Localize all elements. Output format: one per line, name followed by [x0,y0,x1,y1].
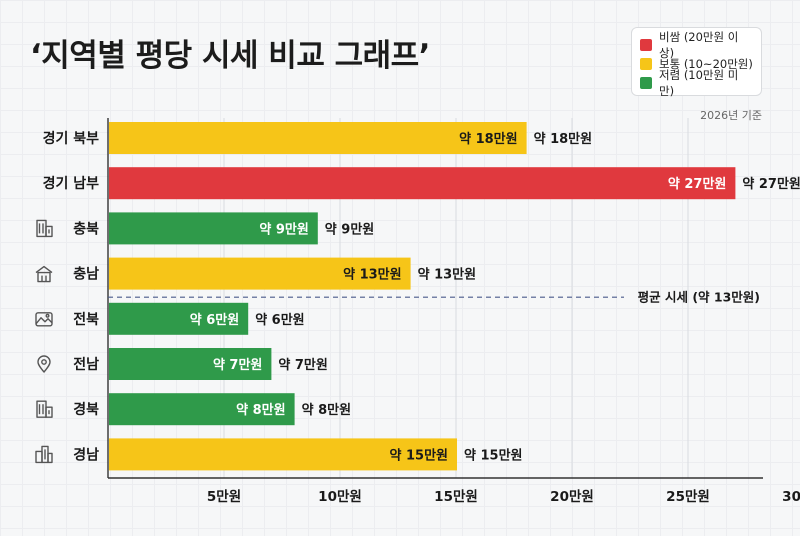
bar [109,393,295,426]
x-tick-label: 30만원 [782,489,800,505]
legend: 비쌈 (20만원 이상) 보통 (10~20만원) 저렴 (10만원 미만) [631,27,762,98]
bar-outer-label: 약 7만원 [278,357,327,373]
category-label: 충북 [73,221,99,237]
bar-inner-label: 약 7만원 [213,357,262,373]
city-icon [35,445,53,464]
category-label: 경기 남부 [43,175,100,192]
bar-inner-label: 약 13만원 [343,267,402,283]
page-title: ‘지역별 평당 시세 비교 그래프’ [30,38,430,74]
bar-outer-label: 약 15만원 [464,447,523,463]
bar-outer-label: 약 9만원 [325,221,374,237]
legend-swatch [640,57,652,70]
legend-item-cheap: 저렴 (10만원 미만) [640,68,753,98]
bar-inner-label: 약 6만원 [190,312,239,328]
x-tick-label: 20만원 [550,489,594,505]
x-tick-label: 25만원 [666,489,710,505]
legend-label: 저렴 (10만원 미만) [659,67,739,98]
bar-inner-label: 약 15만원 [390,447,449,463]
bar-inner-label: 약 27만원 [668,176,727,192]
bar-outer-label: 약 13만원 [418,267,477,283]
bar [109,348,272,380]
bar [109,122,527,154]
bar-inner-label: 약 9만원 [259,221,308,237]
bar-outer-label: 약 18만원 [534,131,593,147]
category-label: 전북 [73,311,99,328]
house-icon [35,265,53,283]
building-icon [36,400,53,418]
category-label: 충남 [73,266,99,283]
average-reference-label: 평균 시세 (약 13만원) [638,290,760,305]
location-pin-icon [37,355,51,373]
legend-label: 비쌈 (20만원 이상) [659,29,739,60]
bar-outer-label: 약 6만원 [255,312,304,328]
bar-outer-label: 약 8만원 [302,402,351,418]
category-label: 전남 [73,356,99,373]
landscape-icon [35,312,53,327]
bar [109,438,457,471]
bar-outer-label: 약 27만원 [742,176,800,192]
legend-swatch [640,76,652,89]
building-icon [36,219,53,238]
bar [109,212,318,245]
legend-label: 보통 (10~20만원) [659,56,753,71]
x-tick-label: 15만원 [434,489,478,505]
legend-item-expensive: 비쌈 (20만원 이상) [640,30,753,60]
x-tick-label: 5만원 [207,489,241,505]
x-tick-label: 10만원 [318,489,362,505]
category-label: 경기 북부 [43,130,100,147]
bar-inner-label: 약 8만원 [236,402,285,418]
bar [109,302,249,335]
category-label: 경남 [73,446,99,463]
bar [109,257,411,290]
bar [109,167,736,200]
category-label: 경북 [73,401,99,418]
legend-swatch [640,38,652,51]
basis-note: 2026년 기준 [700,109,762,122]
bar-inner-label: 약 18만원 [459,131,518,147]
legend-item-normal: 보통 (10~20만원) [640,54,753,73]
